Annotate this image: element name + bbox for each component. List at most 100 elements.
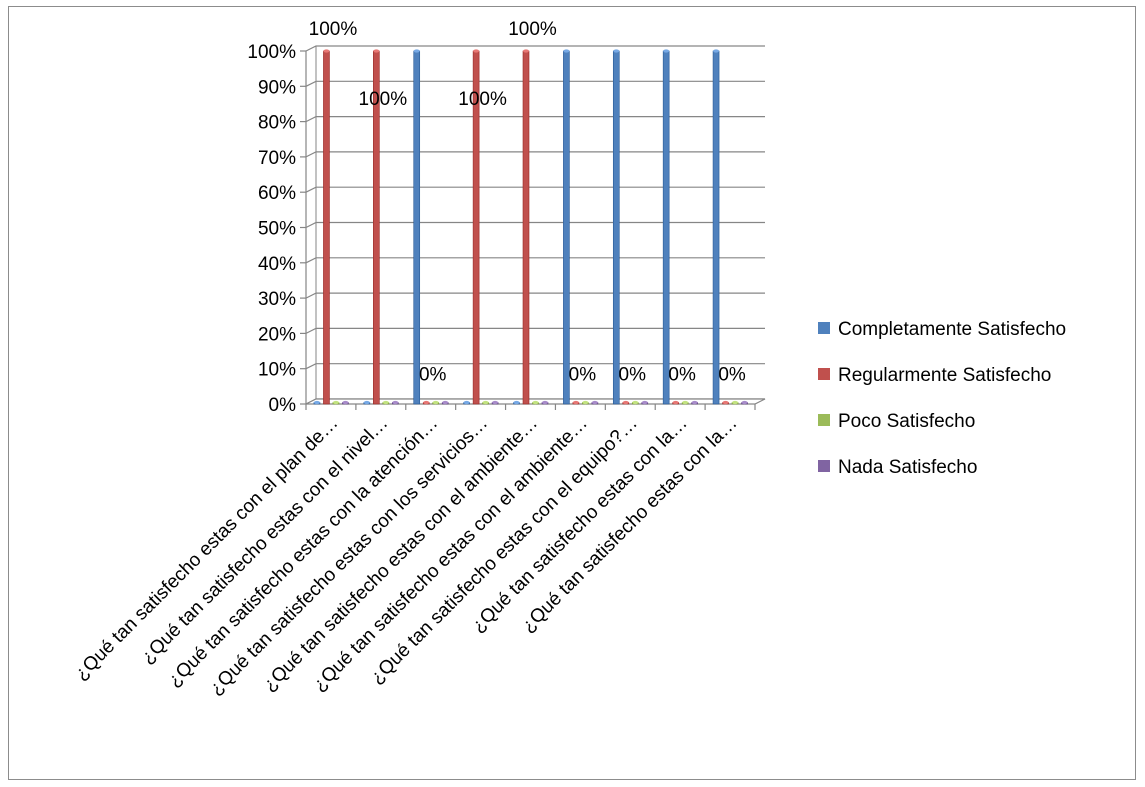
bar-regularmente-satisfecho	[722, 400, 729, 405]
bar-regularmente-satisfecho	[622, 400, 630, 405]
bar-nada-satisfecho	[591, 400, 599, 405]
category-labels-layer: ¿Qué tan satisfecho estas con el plan de…	[71, 413, 742, 700]
bar-poco-satisfecho	[582, 400, 589, 405]
y-tick-label: 40%	[258, 254, 296, 275]
bar-top	[432, 400, 439, 405]
bar-completamente-satisfecho	[363, 400, 371, 405]
bar-completamente-satisfecho	[662, 49, 670, 405]
bar-completamente-satisfecho	[413, 49, 421, 405]
y-tick-label: 30%	[258, 289, 296, 310]
bar-nada-satisfecho	[691, 400, 698, 405]
y-tick-label: 80%	[258, 113, 296, 134]
bar-regularmente-satisfecho	[672, 400, 679, 405]
legend-item: Completamente Satisfecho	[818, 319, 1066, 340]
data-label: 0%	[668, 365, 696, 386]
bar-regularmente-satisfecho	[572, 400, 580, 405]
y-tick-label: 0%	[269, 395, 297, 416]
bar-top	[413, 49, 420, 53]
legend-item: Regularmente Satisfecho	[818, 365, 1051, 386]
bar-top	[632, 400, 639, 405]
bar-completamente-satisfecho	[313, 400, 321, 405]
bar-top	[613, 49, 620, 53]
data-labels-layer: 100% 100% 0% 100% 100% 0% 0% 0% 0%	[309, 19, 746, 386]
data-label: 100%	[359, 89, 408, 110]
bar-completamente-satisfecho	[712, 49, 720, 405]
legend-swatch	[818, 368, 830, 380]
data-label: 0%	[718, 365, 746, 386]
y-tick-label: 20%	[258, 324, 296, 345]
y-tick-label: 70%	[258, 148, 296, 169]
bar-top	[641, 400, 648, 405]
bar-top	[313, 400, 320, 405]
bar-top	[563, 49, 570, 53]
bar-top	[373, 49, 380, 53]
bar-poco-satisfecho	[432, 400, 440, 405]
bar-body	[563, 50, 570, 405]
y-tick-label: 10%	[258, 360, 296, 381]
bar-nada-satisfecho	[541, 400, 549, 405]
bar-top	[492, 400, 499, 405]
bar-top	[392, 400, 399, 405]
bar-poco-satisfecho	[332, 400, 340, 405]
legend-item: Nada Satisfecho	[818, 457, 977, 478]
legend-label: Nada Satisfecho	[838, 457, 977, 478]
bar-nada-satisfecho	[491, 400, 499, 405]
bar-completamente-satisfecho	[463, 400, 470, 405]
y-tick-label: 50%	[258, 219, 296, 240]
bar-top	[423, 400, 430, 405]
bar-top	[542, 400, 548, 405]
bar-nada-satisfecho	[741, 400, 748, 405]
legend-label: Completamente Satisfecho	[838, 319, 1066, 340]
legend-item: Poco Satisfecho	[818, 411, 975, 432]
bar-top	[591, 400, 598, 405]
bar-body	[612, 50, 620, 405]
data-label: 100%	[508, 19, 557, 40]
legend-swatch	[818, 460, 830, 472]
legend-swatch	[818, 414, 830, 426]
bar-regularmente-satisfecho	[422, 400, 430, 405]
bar-top	[741, 400, 748, 405]
bar-top	[582, 400, 589, 405]
bar-top	[682, 400, 689, 405]
y-tick-label: 100%	[247, 42, 296, 63]
bar-poco-satisfecho	[731, 400, 739, 405]
bar-body	[413, 50, 421, 405]
bar-top	[332, 400, 339, 405]
bar-completamente-satisfecho	[612, 49, 620, 405]
y-tick-label: 60%	[258, 183, 296, 204]
bar-top	[323, 49, 330, 53]
bars-layer	[313, 49, 748, 405]
bar-top	[473, 49, 480, 53]
bar-nada-satisfecho	[441, 400, 449, 405]
legend-label: Regularmente Satisfecho	[838, 365, 1051, 386]
bar-poco-satisfecho	[681, 400, 689, 405]
bar-regularmente-satisfecho	[522, 49, 530, 405]
bar-top	[732, 400, 739, 405]
bar-top	[713, 49, 720, 53]
bar-top	[342, 400, 349, 405]
bar-poco-satisfecho	[482, 400, 489, 405]
data-label: 100%	[309, 19, 358, 40]
bar-top	[523, 49, 529, 53]
bar-top	[622, 400, 629, 405]
bar-poco-satisfecho	[631, 400, 639, 405]
legend: Completamente Satisfecho Regularmente Sat…	[818, 319, 1066, 478]
bar-top	[572, 400, 579, 405]
y-tick-label: 90%	[258, 77, 296, 98]
bar-top	[442, 400, 449, 405]
bar-body	[662, 50, 670, 405]
bar-top	[363, 400, 370, 405]
bar-top	[722, 400, 729, 405]
bar-poco-satisfecho	[382, 400, 390, 405]
bar-regularmente-satisfecho	[323, 49, 330, 405]
bar-top	[672, 400, 679, 405]
data-label: 0%	[419, 365, 447, 386]
legend-label: Poco Satisfecho	[838, 411, 975, 432]
legend-swatch	[818, 322, 830, 334]
bar-top	[663, 49, 670, 53]
data-label: 0%	[569, 365, 597, 386]
bar-regularmente-satisfecho	[373, 49, 380, 405]
bar-top	[382, 400, 389, 405]
data-label: 100%	[458, 89, 507, 110]
